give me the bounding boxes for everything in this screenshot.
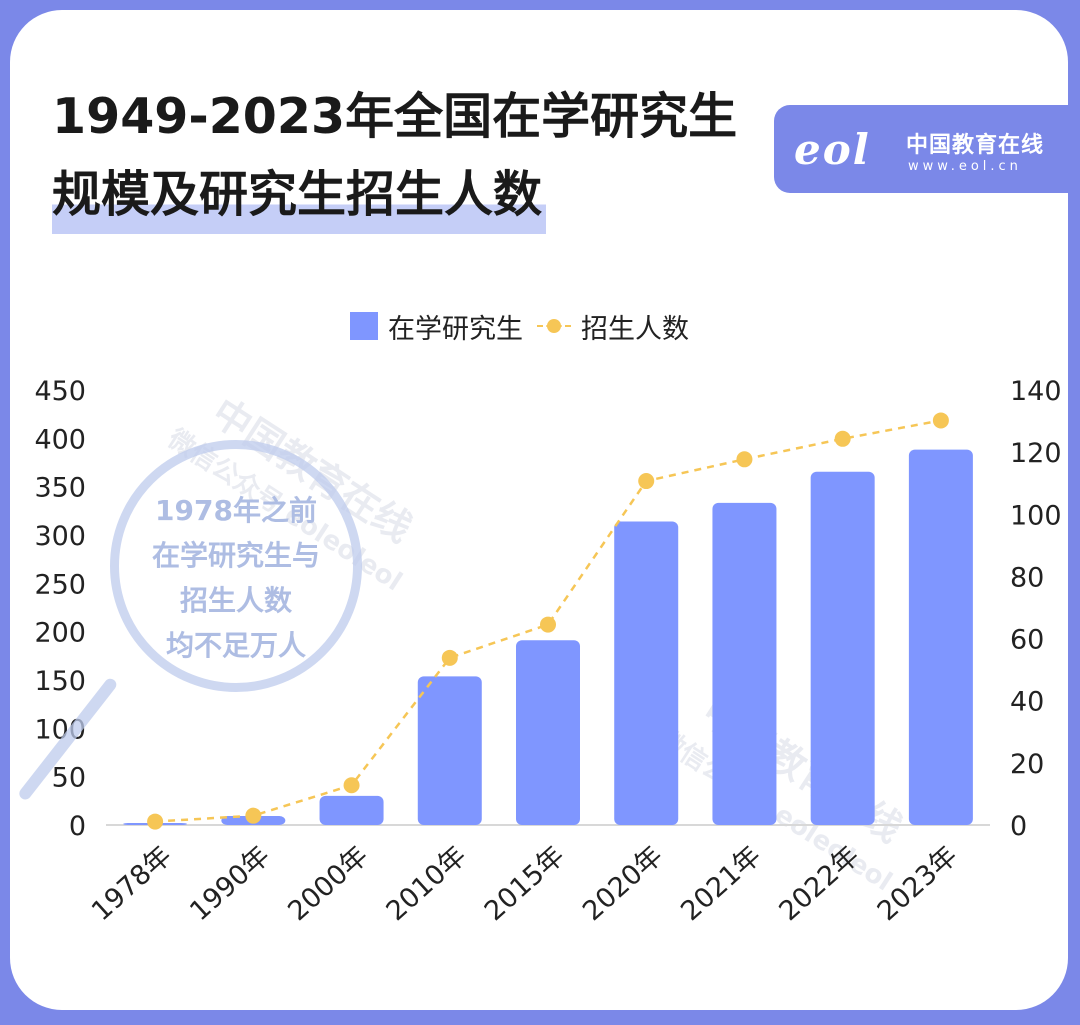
bar: [712, 502, 777, 825]
line-point: [441, 649, 458, 666]
line-point: [736, 451, 753, 468]
line-point: [147, 813, 164, 830]
callout-text: 1978年之前 在学研究生与 招生人数 均不足万人: [110, 488, 362, 668]
legend-line-swatch: [537, 312, 571, 340]
callout-line: 均不足万人: [165, 629, 306, 662]
y-left-tick-label: 200: [34, 618, 86, 649]
y-right-tick-label: 100: [1010, 500, 1062, 531]
magnifier-callout: [110, 440, 362, 692]
x-tick-label: 2015年: [479, 840, 571, 927]
y-right-tick-label: 0: [1010, 811, 1027, 842]
bar: [516, 640, 580, 825]
line-point: [638, 473, 655, 490]
x-tick-label: 1990年: [184, 840, 276, 927]
bar: [614, 521, 679, 825]
x-tick-label: 2000年: [282, 840, 374, 927]
line-point: [540, 616, 556, 633]
callout-line: 招生人数: [179, 584, 292, 617]
legend-line-label: 招生人数: [581, 313, 689, 345]
x-tick-label: 2010年: [381, 840, 473, 927]
y-left-tick-label: 350: [34, 473, 86, 504]
x-tick-label: 1978年: [86, 840, 178, 927]
y-left-tick-label: 0: [69, 811, 86, 842]
callout-line: 1978年之前: [155, 494, 317, 527]
callout-line: 在学研究生与: [151, 539, 320, 572]
x-tick-label: 2021年: [675, 840, 767, 927]
title-line-2: 规模及研究生招生人数: [52, 156, 547, 234]
y-left-tick-label: 450: [34, 376, 86, 407]
y-left-tick-label: 150: [34, 666, 86, 697]
line-point: [932, 412, 949, 429]
y-left-tick-label: 250: [34, 569, 86, 600]
y-right-tick-label: 120: [1010, 438, 1062, 469]
y-left-tick-label: 50: [52, 763, 86, 794]
y-right-tick-label: 40: [1010, 687, 1044, 718]
y-left-tick-label: 300: [34, 521, 86, 552]
legend-bar-swatch: [350, 312, 378, 340]
chart-legend: 在学研究生 招生人数: [350, 306, 689, 346]
eol-logo: eol: [794, 125, 871, 174]
series-line: [155, 419, 942, 823]
x-tick-label: 2020年: [577, 840, 669, 927]
brand-url: www.eol.cn: [908, 159, 1022, 174]
bar: [417, 676, 482, 825]
bar: [810, 471, 875, 825]
y-left-tick-label: 400: [34, 424, 86, 455]
brand-badge: eol 中国教育在线 www.eol.cn: [774, 105, 1068, 193]
bar: [319, 795, 384, 825]
brand-name: 中国教育在线: [906, 133, 1045, 158]
x-tick-label: 2023年: [872, 840, 964, 927]
bar: [908, 449, 973, 825]
y-right-tick-label: 80: [1010, 562, 1044, 593]
line-point: [245, 807, 262, 824]
y-right-tick-label: 60: [1010, 625, 1044, 656]
title-line-1: 1949-2023年全国在学研究生: [52, 88, 738, 145]
line-point: [343, 777, 360, 794]
x-tick-label: 2022年: [773, 840, 865, 927]
y-right-tick-label: 140: [1010, 376, 1062, 407]
y-right-tick-label: 20: [1010, 749, 1044, 780]
legend-bar-label: 在学研究生: [388, 313, 523, 345]
chart-title: 1949-2023年全国在学研究生 规模及研究生招生人数: [52, 78, 737, 234]
line-point: [834, 430, 851, 447]
